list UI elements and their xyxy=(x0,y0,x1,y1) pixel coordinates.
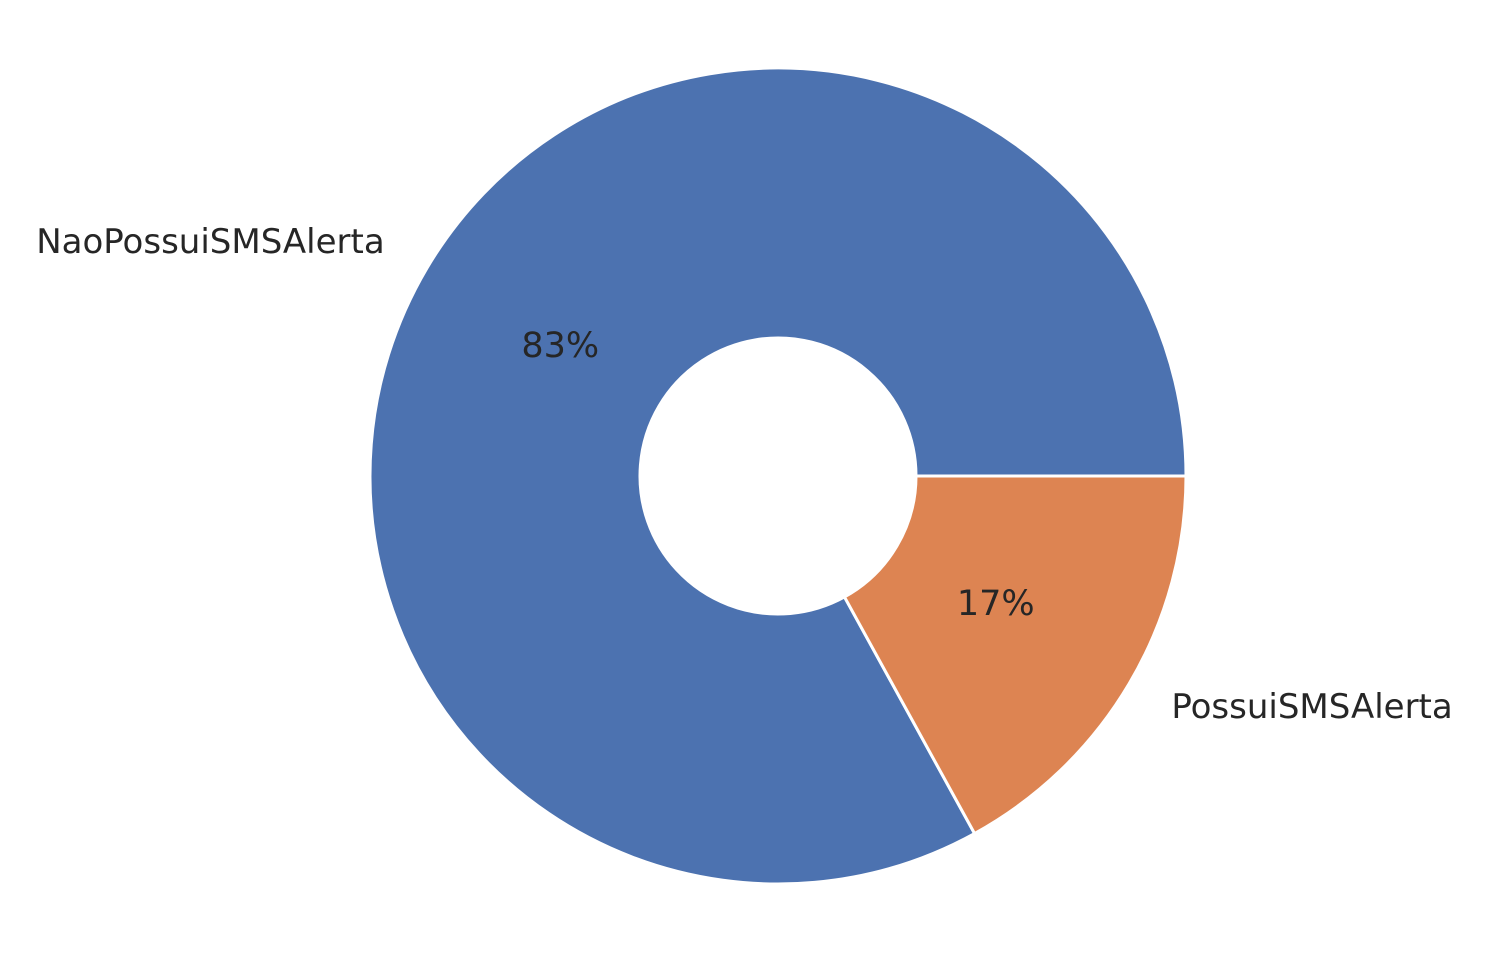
slice-naopossuismsalerta xyxy=(368,66,1188,886)
slices-group xyxy=(368,66,1188,886)
percent-label-naopossuismsalerta: 83% xyxy=(521,326,599,366)
slice-possuismsalerta xyxy=(842,474,1188,836)
category-label-naopossuismsalerta: NaoPossuiSMSAlerta xyxy=(36,222,384,262)
category-label-possuismsalerta: PossuiSMSAlerta xyxy=(1171,687,1452,727)
labels-group: NaoPossuiSMSAlerta 83% PossuiSMSAlerta 17% xyxy=(36,222,1453,727)
percent-label-possuismsalerta: 17% xyxy=(957,584,1035,624)
